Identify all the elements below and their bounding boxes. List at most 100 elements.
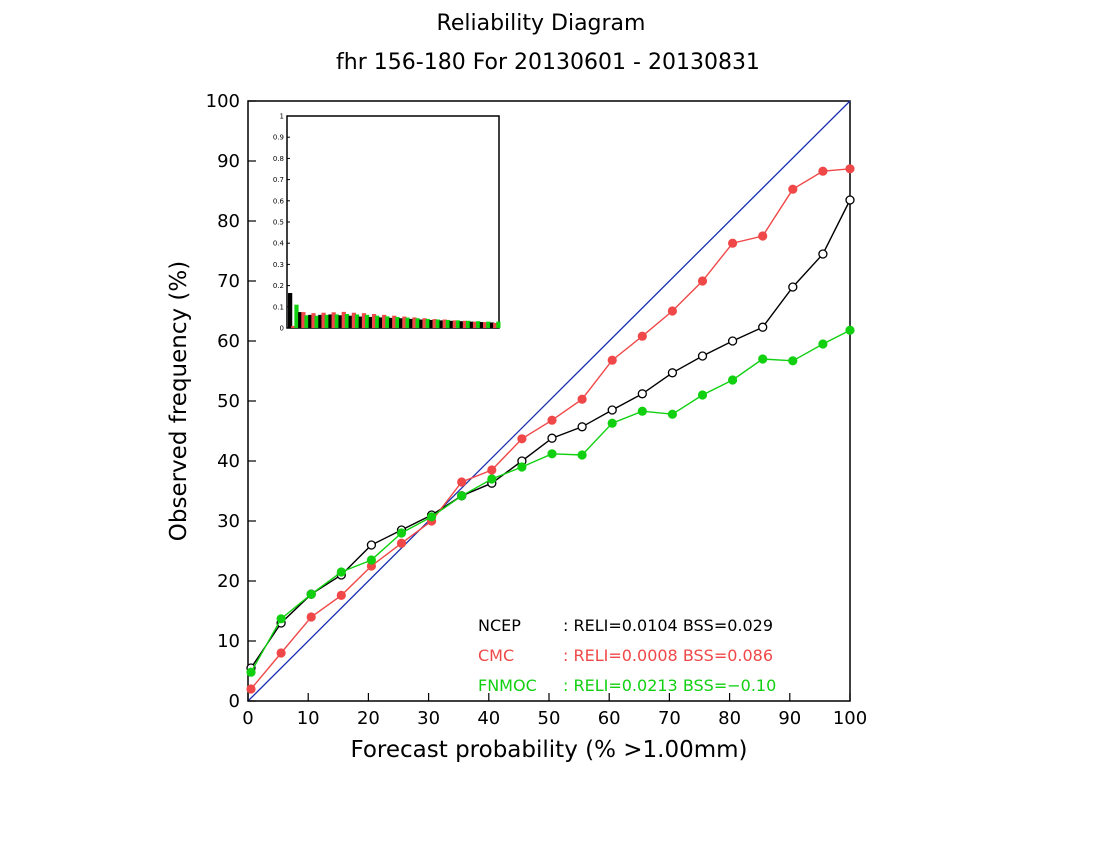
point-fnmoc bbox=[487, 474, 497, 484]
inset-bar-cmc bbox=[291, 325, 296, 328]
legend-stats-fnmoc: : RELI=0.0213 BSS=−0.10 bbox=[563, 676, 776, 695]
y-tick-label: 10 bbox=[217, 631, 240, 652]
inset-y-tick-label: 0.9 bbox=[273, 134, 284, 142]
inset-bar-fnmoc bbox=[344, 314, 350, 328]
x-tick-label: 60 bbox=[598, 708, 621, 729]
x-tick-label: 90 bbox=[778, 708, 801, 729]
inset-bar-fnmoc bbox=[314, 315, 319, 328]
legend-stats-ncep: : RELI=0.0104 BSS=0.029 bbox=[563, 616, 773, 635]
point-ncep bbox=[697, 351, 708, 361]
inset-y-tick-label: 0 bbox=[280, 325, 284, 333]
point-cmc bbox=[637, 331, 647, 341]
inset-frame bbox=[286, 115, 500, 329]
inset-y-tick-label: 0.6 bbox=[273, 197, 285, 205]
inset-bar-fnmoc bbox=[304, 315, 309, 328]
point-fnmoc bbox=[667, 409, 678, 419]
inset-y-tick-label: 0.2 bbox=[273, 282, 284, 290]
y-tick-label: 40 bbox=[217, 451, 240, 472]
x-tick-label: 40 bbox=[477, 708, 500, 729]
x-tick-label: 30 bbox=[417, 708, 440, 729]
point-fnmoc bbox=[637, 406, 647, 416]
point-fnmoc bbox=[818, 339, 828, 349]
point-ncep bbox=[577, 422, 587, 432]
inset-bar-ncep bbox=[469, 321, 474, 328]
inset-bar-ncep bbox=[439, 320, 444, 328]
inset-y-tick-label: 0.3 bbox=[273, 261, 284, 269]
point-cmc bbox=[697, 276, 708, 286]
x-tick-label: 10 bbox=[297, 708, 320, 729]
inset-bar-cmc bbox=[311, 313, 316, 328]
inset-bar-ncep bbox=[399, 318, 404, 328]
inset-y-tick-label: 1 bbox=[280, 113, 284, 121]
inset-bar-cmc bbox=[452, 320, 457, 328]
inset-bar-fnmoc bbox=[385, 316, 390, 328]
point-cmc bbox=[607, 355, 617, 365]
inset-bar-cmc bbox=[341, 311, 346, 328]
point-cmc bbox=[818, 166, 828, 176]
y-tick-label: 90 bbox=[217, 151, 240, 172]
inset-bar-fnmoc bbox=[354, 314, 360, 328]
inset-bar-cmc bbox=[472, 321, 478, 328]
legend-name-fnmoc: FNMOC bbox=[478, 676, 537, 695]
point-fnmoc bbox=[517, 462, 527, 472]
inset-y-tick-label: 0.8 bbox=[273, 155, 284, 163]
point-cmc bbox=[577, 394, 587, 404]
y-axis-label: Observed frequency (%) bbox=[166, 261, 192, 541]
inset-bar-cmc bbox=[321, 312, 326, 328]
inset-bar-fnmoc bbox=[465, 320, 471, 328]
inset-bar-fnmoc bbox=[294, 304, 299, 328]
inset-bar-fnmoc bbox=[486, 321, 491, 328]
point-fnmoc bbox=[427, 512, 437, 522]
inset-bar-ncep bbox=[429, 319, 434, 328]
inset-bar-ncep bbox=[368, 316, 374, 328]
point-fnmoc bbox=[336, 567, 346, 577]
inset-bar-fnmoc bbox=[324, 314, 329, 328]
x-axis-label: Forecast probability (% >1.00mm) bbox=[350, 737, 747, 763]
inset-bar-fnmoc bbox=[425, 318, 430, 328]
x-tick-label: 100 bbox=[833, 708, 867, 729]
point-ncep bbox=[637, 389, 647, 399]
point-ncep bbox=[547, 433, 557, 443]
chart-marks: 0 10 20 30 40 50 60 70 80 90 100010203040506070809… bbox=[206, 91, 868, 729]
point-ncep bbox=[758, 322, 768, 332]
point-fnmoc bbox=[845, 325, 855, 335]
perfect-reliability-line bbox=[247, 100, 851, 702]
chart-title: Reliability Diagram bbox=[437, 11, 646, 36]
point-fnmoc bbox=[788, 356, 798, 366]
point-ncep bbox=[607, 405, 617, 415]
point-fnmoc bbox=[728, 375, 738, 385]
y-tick-label: 80 bbox=[217, 211, 240, 232]
inset-bar-cmc bbox=[351, 312, 356, 328]
x-tick-label: 0 bbox=[242, 708, 253, 729]
point-cmc bbox=[788, 184, 798, 194]
inset-bar-fnmoc bbox=[334, 314, 339, 328]
x-tick-label: 20 bbox=[357, 708, 380, 729]
point-fnmoc bbox=[276, 614, 286, 624]
chart-legend: NCEP: RELI=0.0104 BSS=0.029 CMC: RELI=0.0… bbox=[478, 616, 776, 695]
point-cmc bbox=[336, 590, 346, 601]
point-cmc bbox=[306, 612, 316, 622]
inset-bar-cmc bbox=[402, 316, 407, 328]
inset-bar-cmc bbox=[382, 314, 387, 328]
inset-y-tick-label: 0.7 bbox=[273, 176, 284, 184]
x-tick-label: 50 bbox=[538, 708, 561, 729]
point-ncep bbox=[667, 368, 678, 378]
point-cmc bbox=[667, 306, 678, 316]
x-tick-label: 80 bbox=[718, 708, 741, 729]
inset-bar-cmc bbox=[412, 317, 417, 328]
inset-bar-ncep bbox=[338, 315, 343, 328]
point-fnmoc bbox=[396, 528, 407, 538]
inset-bar-fnmoc bbox=[445, 319, 451, 328]
inset-bar-ncep bbox=[328, 314, 333, 328]
inset-bar-cmc bbox=[432, 319, 437, 328]
point-cmc bbox=[758, 231, 768, 241]
point-fnmoc bbox=[246, 667, 256, 677]
inset-bar-ncep bbox=[358, 316, 363, 328]
point-ncep bbox=[818, 249, 828, 259]
inset-bar-ncep bbox=[318, 314, 323, 328]
inset-bar-ncep bbox=[378, 317, 384, 328]
y-tick-label: 50 bbox=[217, 391, 240, 412]
y-tick-label: 70 bbox=[217, 271, 240, 292]
point-cmc bbox=[728, 238, 738, 248]
